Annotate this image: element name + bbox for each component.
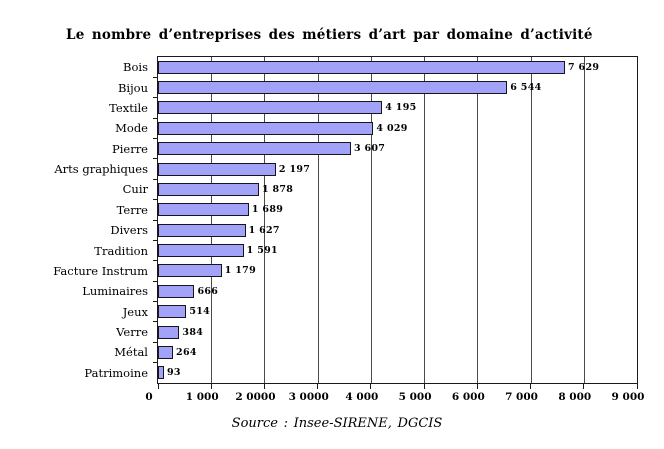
category-tick <box>153 260 157 262</box>
gridline <box>424 57 426 383</box>
bar <box>158 203 249 217</box>
value-tick <box>583 384 585 389</box>
category-axis: Bois Bijou Textile Mode Pierre Arts graphique… <box>0 57 148 383</box>
value-tick <box>210 384 212 389</box>
value-tick-label: 5 000 <box>398 391 432 403</box>
bar <box>158 60 566 74</box>
category-tick <box>153 97 157 99</box>
bar-value-label: 4 195 <box>385 102 417 114</box>
category-label: Cuir <box>122 182 148 197</box>
gridline <box>530 57 532 383</box>
value-tick-label: 9 000 <box>611 391 645 403</box>
value-tick <box>263 384 265 389</box>
bar <box>158 325 180 339</box>
bar <box>158 81 508 95</box>
bar <box>158 223 246 237</box>
bar <box>158 264 222 278</box>
gridline <box>264 57 266 383</box>
bar-value-label: 7 629 <box>568 61 600 73</box>
value-tick-label: 7 000 <box>505 391 538 403</box>
value-tick <box>636 384 638 389</box>
bar <box>158 162 276 176</box>
bar <box>158 142 351 156</box>
value-tick-label: 1 000 <box>185 391 219 403</box>
value-tick <box>370 384 372 389</box>
bar <box>158 284 195 298</box>
value-tick-label: 4 000 <box>345 391 379 403</box>
category-label: Verre <box>116 325 148 340</box>
bar-value-label: 6 544 <box>510 82 542 94</box>
value-tick <box>157 384 159 389</box>
bar-value-label: 1 627 <box>248 224 280 236</box>
category-label: Facture Instrum <box>53 263 148 278</box>
category-label: Bijou <box>117 80 148 95</box>
category-tick <box>153 178 157 180</box>
gridline <box>370 57 372 383</box>
category-label: Tradition <box>94 243 148 258</box>
bar <box>158 182 259 196</box>
gridline <box>317 57 319 383</box>
category-tick <box>153 321 157 323</box>
category-label: Métal <box>114 345 148 360</box>
category-label: Jeux <box>122 304 148 319</box>
bar-value-label: 2 197 <box>278 163 311 175</box>
category-label: Luminaires <box>82 284 148 299</box>
bar <box>158 366 164 380</box>
category-label: Arts graphiques <box>54 162 148 177</box>
bar-value-label: 4 029 <box>376 122 408 134</box>
bar <box>158 244 244 258</box>
category-label: Bois <box>123 60 148 75</box>
bar-value-label: 666 <box>197 285 219 297</box>
value-tick <box>423 384 425 389</box>
value-tick-label: 2 0000 <box>235 391 276 403</box>
category-tick <box>153 76 157 78</box>
bar-value-label: 514 <box>189 306 211 318</box>
bar <box>158 121 374 135</box>
source-caption: Source : Insee-SIRENE, DGCIS <box>231 416 443 431</box>
category-label: Pierre <box>111 141 148 156</box>
bar <box>158 345 174 359</box>
category-label: Divers <box>110 223 148 238</box>
category-label: Patrimoine <box>84 365 148 380</box>
category-tick <box>153 219 157 221</box>
gridline <box>583 57 585 383</box>
category-tick <box>153 117 157 119</box>
category-label: Terre <box>116 202 148 217</box>
category-tick <box>153 362 157 364</box>
value-tick-label: 3 0000 <box>288 391 329 403</box>
category-tick <box>153 239 157 241</box>
value-tick <box>530 384 532 389</box>
bar-value-label: 1 878 <box>261 183 294 195</box>
value-tick <box>317 384 319 389</box>
bar-value-label: 264 <box>176 346 197 358</box>
gridline <box>477 57 479 383</box>
bar-value-label: 1 179 <box>224 265 256 277</box>
category-label: Mode <box>115 121 148 136</box>
category-tick <box>153 199 157 201</box>
category-tick <box>153 341 157 343</box>
chart-title: Le nombre d’entreprises des métiers d’ar… <box>66 27 593 43</box>
category-tick <box>153 138 157 139</box>
plot-area: 7 629 6 544 4 195 4 029 3 607 2 197 1 878 1 689… <box>157 56 638 384</box>
category-label: Textile <box>109 100 148 115</box>
bar-value-label: 1 591 <box>246 245 278 257</box>
category-tick <box>153 158 157 160</box>
bar-value-label: 1 689 <box>251 204 284 216</box>
value-tick-label: 0 <box>145 391 153 403</box>
bar <box>158 101 383 115</box>
category-tick <box>153 280 157 282</box>
bar-value-label: 93 <box>166 367 181 379</box>
category-tick <box>153 301 157 302</box>
gridline <box>211 57 213 383</box>
value-tick-label: 8 000 <box>558 391 592 403</box>
value-tick <box>476 384 478 389</box>
value-tick-label: 6 000 <box>451 391 485 403</box>
bar-value-label: 384 <box>182 326 204 338</box>
bar-value-label: 3 607 <box>353 143 386 155</box>
bar <box>158 305 187 319</box>
